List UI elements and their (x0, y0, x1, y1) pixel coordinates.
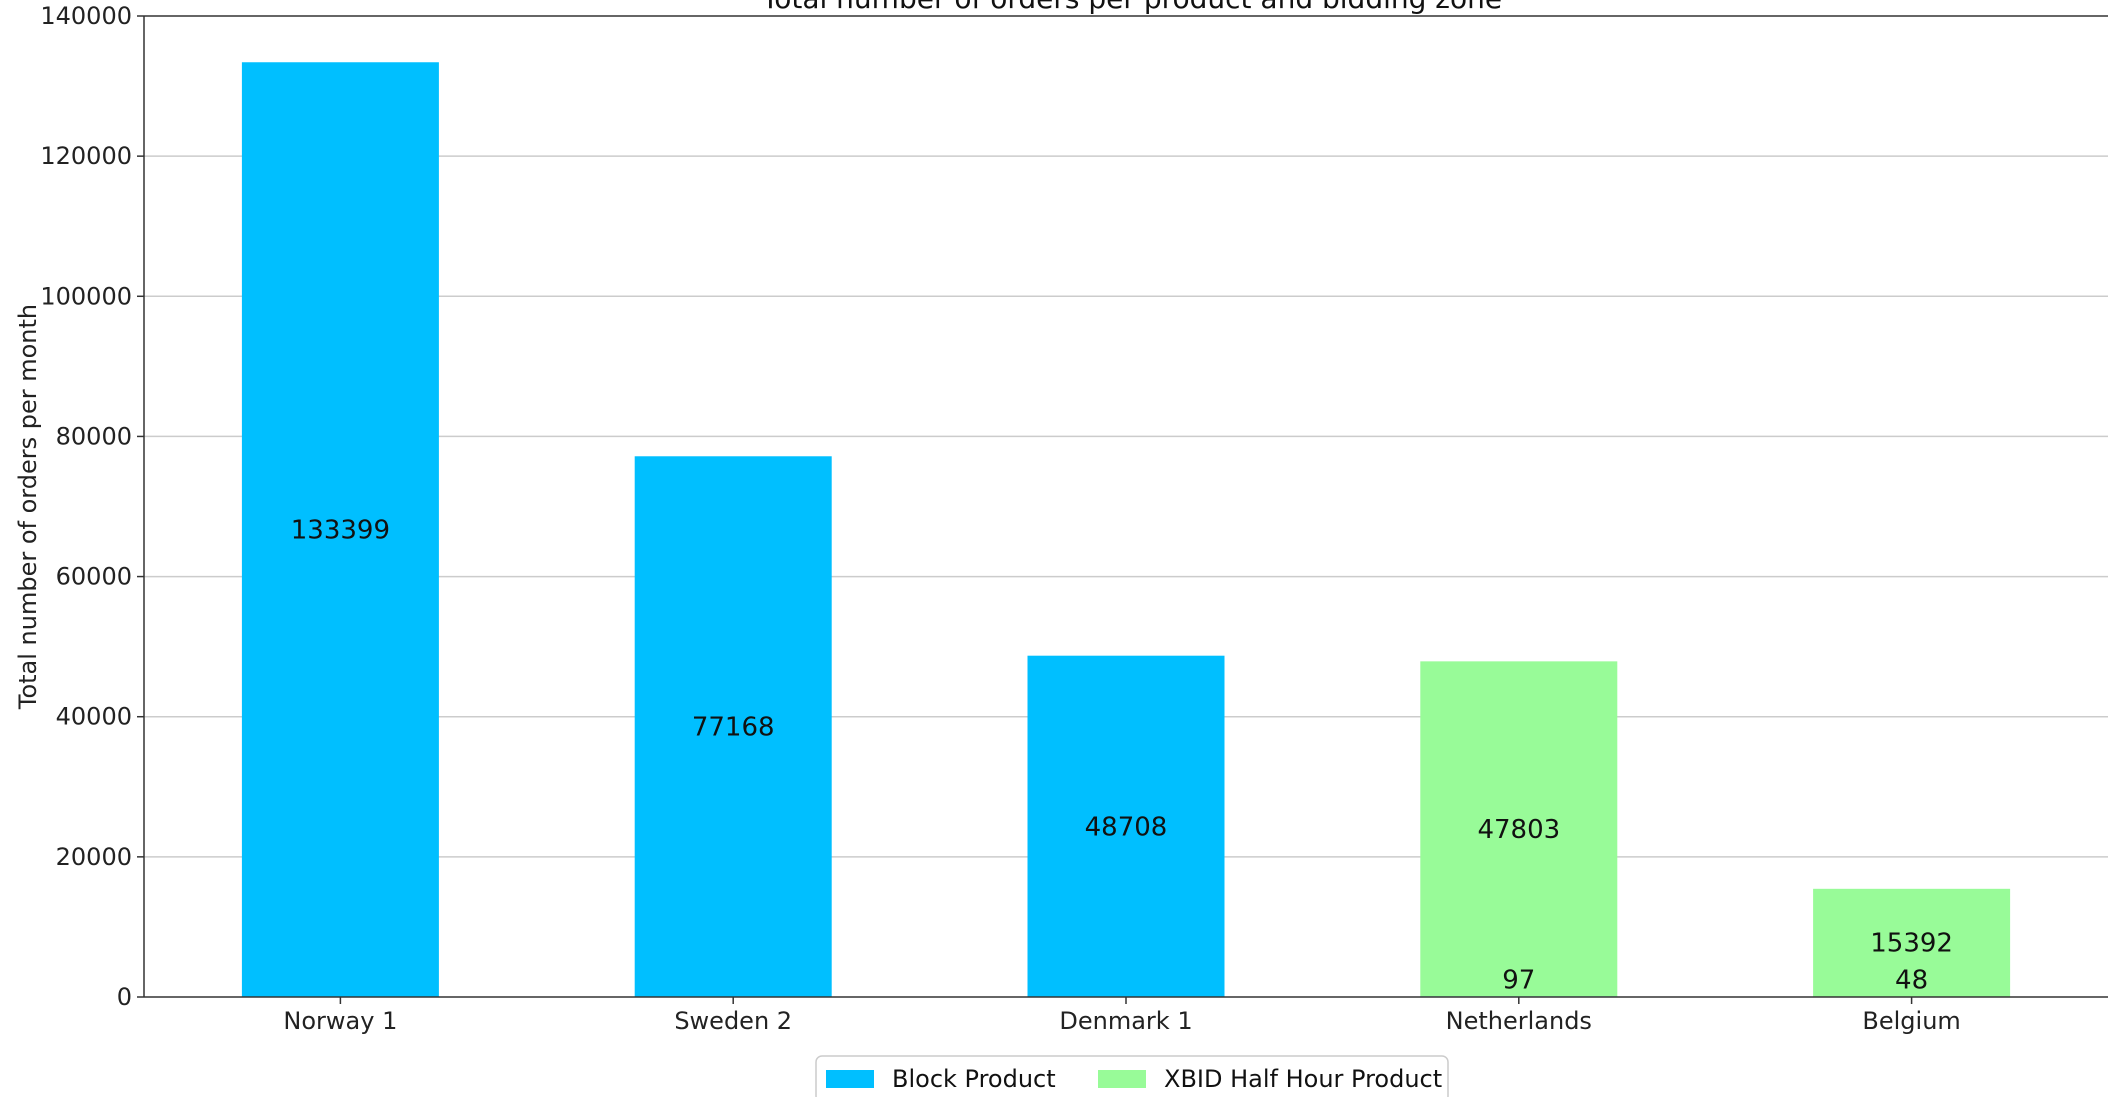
x-tick-label: Norway 1 (283, 1007, 397, 1035)
bar (241, 62, 439, 997)
x-tick-label: Sweden 2 (674, 1007, 792, 1035)
legend-label: XBID Half Hour Product (1164, 1065, 1442, 1093)
bar (634, 456, 832, 997)
y-tick-label: 60000 (56, 563, 132, 591)
y-tick-label: 0 (117, 983, 132, 1011)
data-label: 48708 (1085, 812, 1168, 842)
x-tick-label: Belgium (1862, 1007, 1960, 1035)
data-label: 47803 (1477, 815, 1560, 845)
legend-label: Block Product (892, 1065, 1056, 1093)
y-tick-label: 40000 (56, 703, 132, 731)
y-axis-title: Total number of orders per month (14, 304, 42, 710)
y-tick-label: 20000 (56, 843, 132, 871)
bar (1813, 888, 2011, 997)
y-tick-label: 120000 (40, 142, 132, 170)
data-label: 48 (1895, 966, 1928, 996)
legend-swatch (1098, 1070, 1146, 1088)
data-label: 97 (1502, 965, 1535, 995)
y-tick-label: 80000 (56, 422, 132, 450)
data-label: 15392 (1870, 929, 1953, 959)
y-tick-label: 140000 (40, 2, 132, 30)
bar (1420, 661, 1618, 997)
chart-title: Total number of orders per product and b… (761, 0, 1502, 15)
data-label: 133399 (291, 516, 390, 546)
y-tick-label: 100000 (40, 282, 132, 310)
data-label: 77168 (692, 713, 775, 743)
x-tick-label: Netherlands (1446, 1007, 1592, 1035)
bar (1027, 655, 1225, 997)
legend-swatch (826, 1070, 874, 1088)
x-tick-label: Denmark 1 (1059, 1007, 1192, 1035)
